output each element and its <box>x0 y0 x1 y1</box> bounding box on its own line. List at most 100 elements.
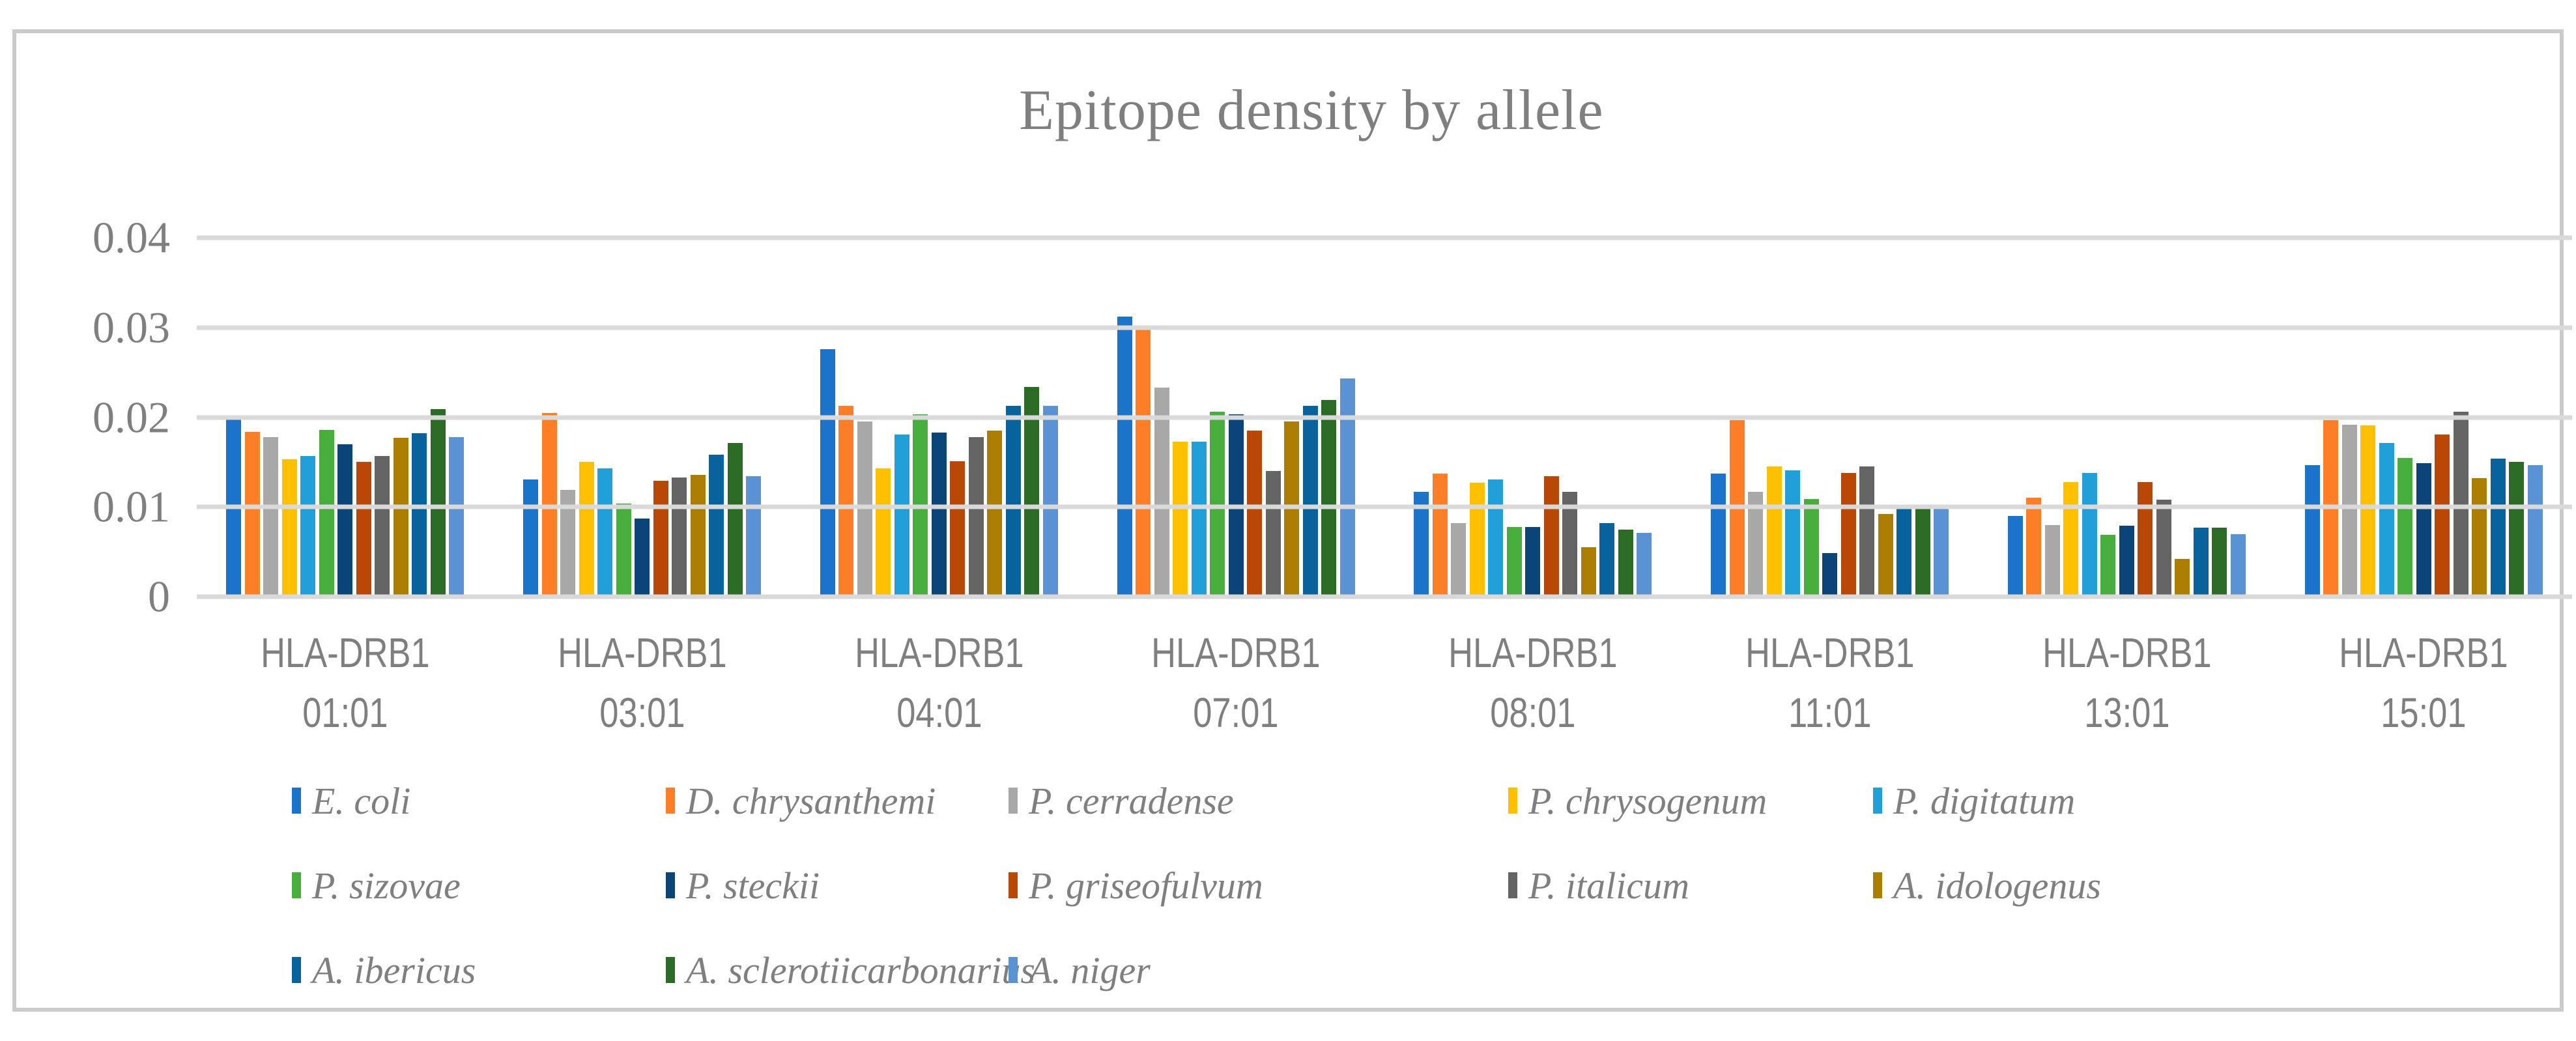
bar-group-HLA-DRB1-11:01 <box>1682 238 1979 597</box>
bar <box>1915 507 1930 597</box>
chart-title: Epitope density by allele <box>1019 79 1604 142</box>
bar <box>2082 472 2097 597</box>
legend: E. coli D. chrysanthemi P. cerradense P. ch… <box>16 33 2560 1008</box>
legend-label: E. coli <box>312 779 411 822</box>
bar <box>1506 526 1522 597</box>
bar <box>1432 474 1448 597</box>
legend-item: P. cerradense <box>1009 780 1234 822</box>
legend-item: D. chrysanthemi <box>666 780 936 822</box>
legend-label: P. steckii <box>686 864 820 907</box>
bar <box>430 409 446 597</box>
bar <box>2063 481 2079 597</box>
bar <box>356 462 371 597</box>
bar <box>1711 474 1726 597</box>
legend-swatch-icon <box>292 788 301 814</box>
legend-item: A. niger <box>1009 949 1151 991</box>
bar <box>1136 326 1151 597</box>
bar-group-HLA-DRB1-15:01 <box>2275 238 2572 597</box>
bar <box>375 455 390 597</box>
bar <box>1562 491 1578 597</box>
bar <box>2156 500 2171 597</box>
bar <box>1154 388 1169 597</box>
bar <box>1173 441 1188 597</box>
legend-label: P. sizovae <box>312 864 461 907</box>
y-tick-label: 0.02 <box>93 392 170 442</box>
legend-label: D. chrysanthemi <box>686 779 936 822</box>
bar <box>2527 464 2543 597</box>
bar <box>2044 524 2060 597</box>
bar <box>635 519 650 597</box>
bar <box>616 503 631 597</box>
bar <box>2230 534 2246 597</box>
legend-swatch-icon <box>666 957 675 983</box>
bar <box>319 429 334 597</box>
bar <box>1414 491 1429 597</box>
bar <box>2212 527 2227 597</box>
bar <box>579 462 594 597</box>
bar <box>931 432 947 597</box>
bar <box>2416 463 2431 597</box>
legend-item: P. chrysogenum <box>1508 780 1767 822</box>
bar <box>263 436 279 597</box>
legend-item: P. sizovae <box>292 864 461 907</box>
bar-group-HLA-DRB1-13:01 <box>1979 238 2276 597</box>
x-axis-label: HLA-DRB1 07:01 <box>1151 629 1321 736</box>
bar <box>2026 498 2042 597</box>
legend-swatch-icon <box>1873 872 1882 898</box>
bar <box>1878 514 1893 597</box>
y-tick-label: 0.03 <box>93 302 170 352</box>
bar <box>876 468 891 597</box>
bar <box>968 436 984 597</box>
bar <box>1469 483 1485 597</box>
bar <box>2193 527 2209 597</box>
legend-swatch-icon <box>1508 872 1517 898</box>
legend-label: P. chrysogenum <box>1528 779 1767 822</box>
legend-item: P. digitatum <box>1873 780 2075 822</box>
y-axis: 0 0.01 0.02 0.03 0.04 <box>16 33 170 1008</box>
bar <box>1859 466 1875 597</box>
bar <box>2435 434 2450 597</box>
legend-label: A. niger <box>1029 948 1151 991</box>
gridline-0.01 <box>197 504 2572 509</box>
bar <box>894 434 909 597</box>
bar <box>1191 441 1207 597</box>
bar <box>281 459 297 597</box>
legend-label: P. digitatum <box>1893 779 2076 822</box>
bar <box>393 438 408 597</box>
legend-label: A. ibericus <box>312 948 476 991</box>
bar-group-HLA-DRB1-01:01 <box>197 238 494 597</box>
bar <box>2397 457 2413 597</box>
bar <box>2379 443 2394 597</box>
bar <box>1748 491 1764 597</box>
bar-group-HLA-DRB1-07:01 <box>1087 238 1384 597</box>
legend-label: P. griseofulvum <box>1029 864 1263 907</box>
bar <box>2007 516 2023 597</box>
bar <box>337 444 353 597</box>
x-axis-label: HLA-DRB1 15:01 <box>2339 629 2508 736</box>
bar <box>244 431 260 597</box>
legend-swatch-icon <box>666 872 675 898</box>
bar <box>1637 533 1652 597</box>
legend-label: A. idologenus <box>1893 864 2101 907</box>
bar <box>2119 526 2134 597</box>
legend-swatch-icon <box>1009 957 1018 983</box>
bar <box>1840 472 1856 597</box>
x-axis: HLA-DRB1 01:01 HLA-DRB1 03:01 HLA-DRB1 04:… <box>197 623 2572 743</box>
bar <box>2304 464 2320 597</box>
bar <box>1247 431 1263 597</box>
legend-swatch-icon <box>1508 788 1517 814</box>
legend-label: P. cerradense <box>1029 779 1234 822</box>
bar <box>1321 400 1337 597</box>
bar <box>1822 552 1838 597</box>
bar <box>1210 412 1225 597</box>
gridline-0.02 <box>197 415 2572 420</box>
legend-swatch-icon <box>1873 788 1882 814</box>
bar <box>2341 424 2357 597</box>
bar <box>987 431 1003 597</box>
bar <box>820 349 835 597</box>
bar <box>1005 405 1021 597</box>
bar <box>709 455 724 597</box>
bar <box>653 481 668 597</box>
x-axis-label: HLA-DRB1 11:01 <box>1745 629 1915 736</box>
bar-groups-container <box>197 238 2572 597</box>
